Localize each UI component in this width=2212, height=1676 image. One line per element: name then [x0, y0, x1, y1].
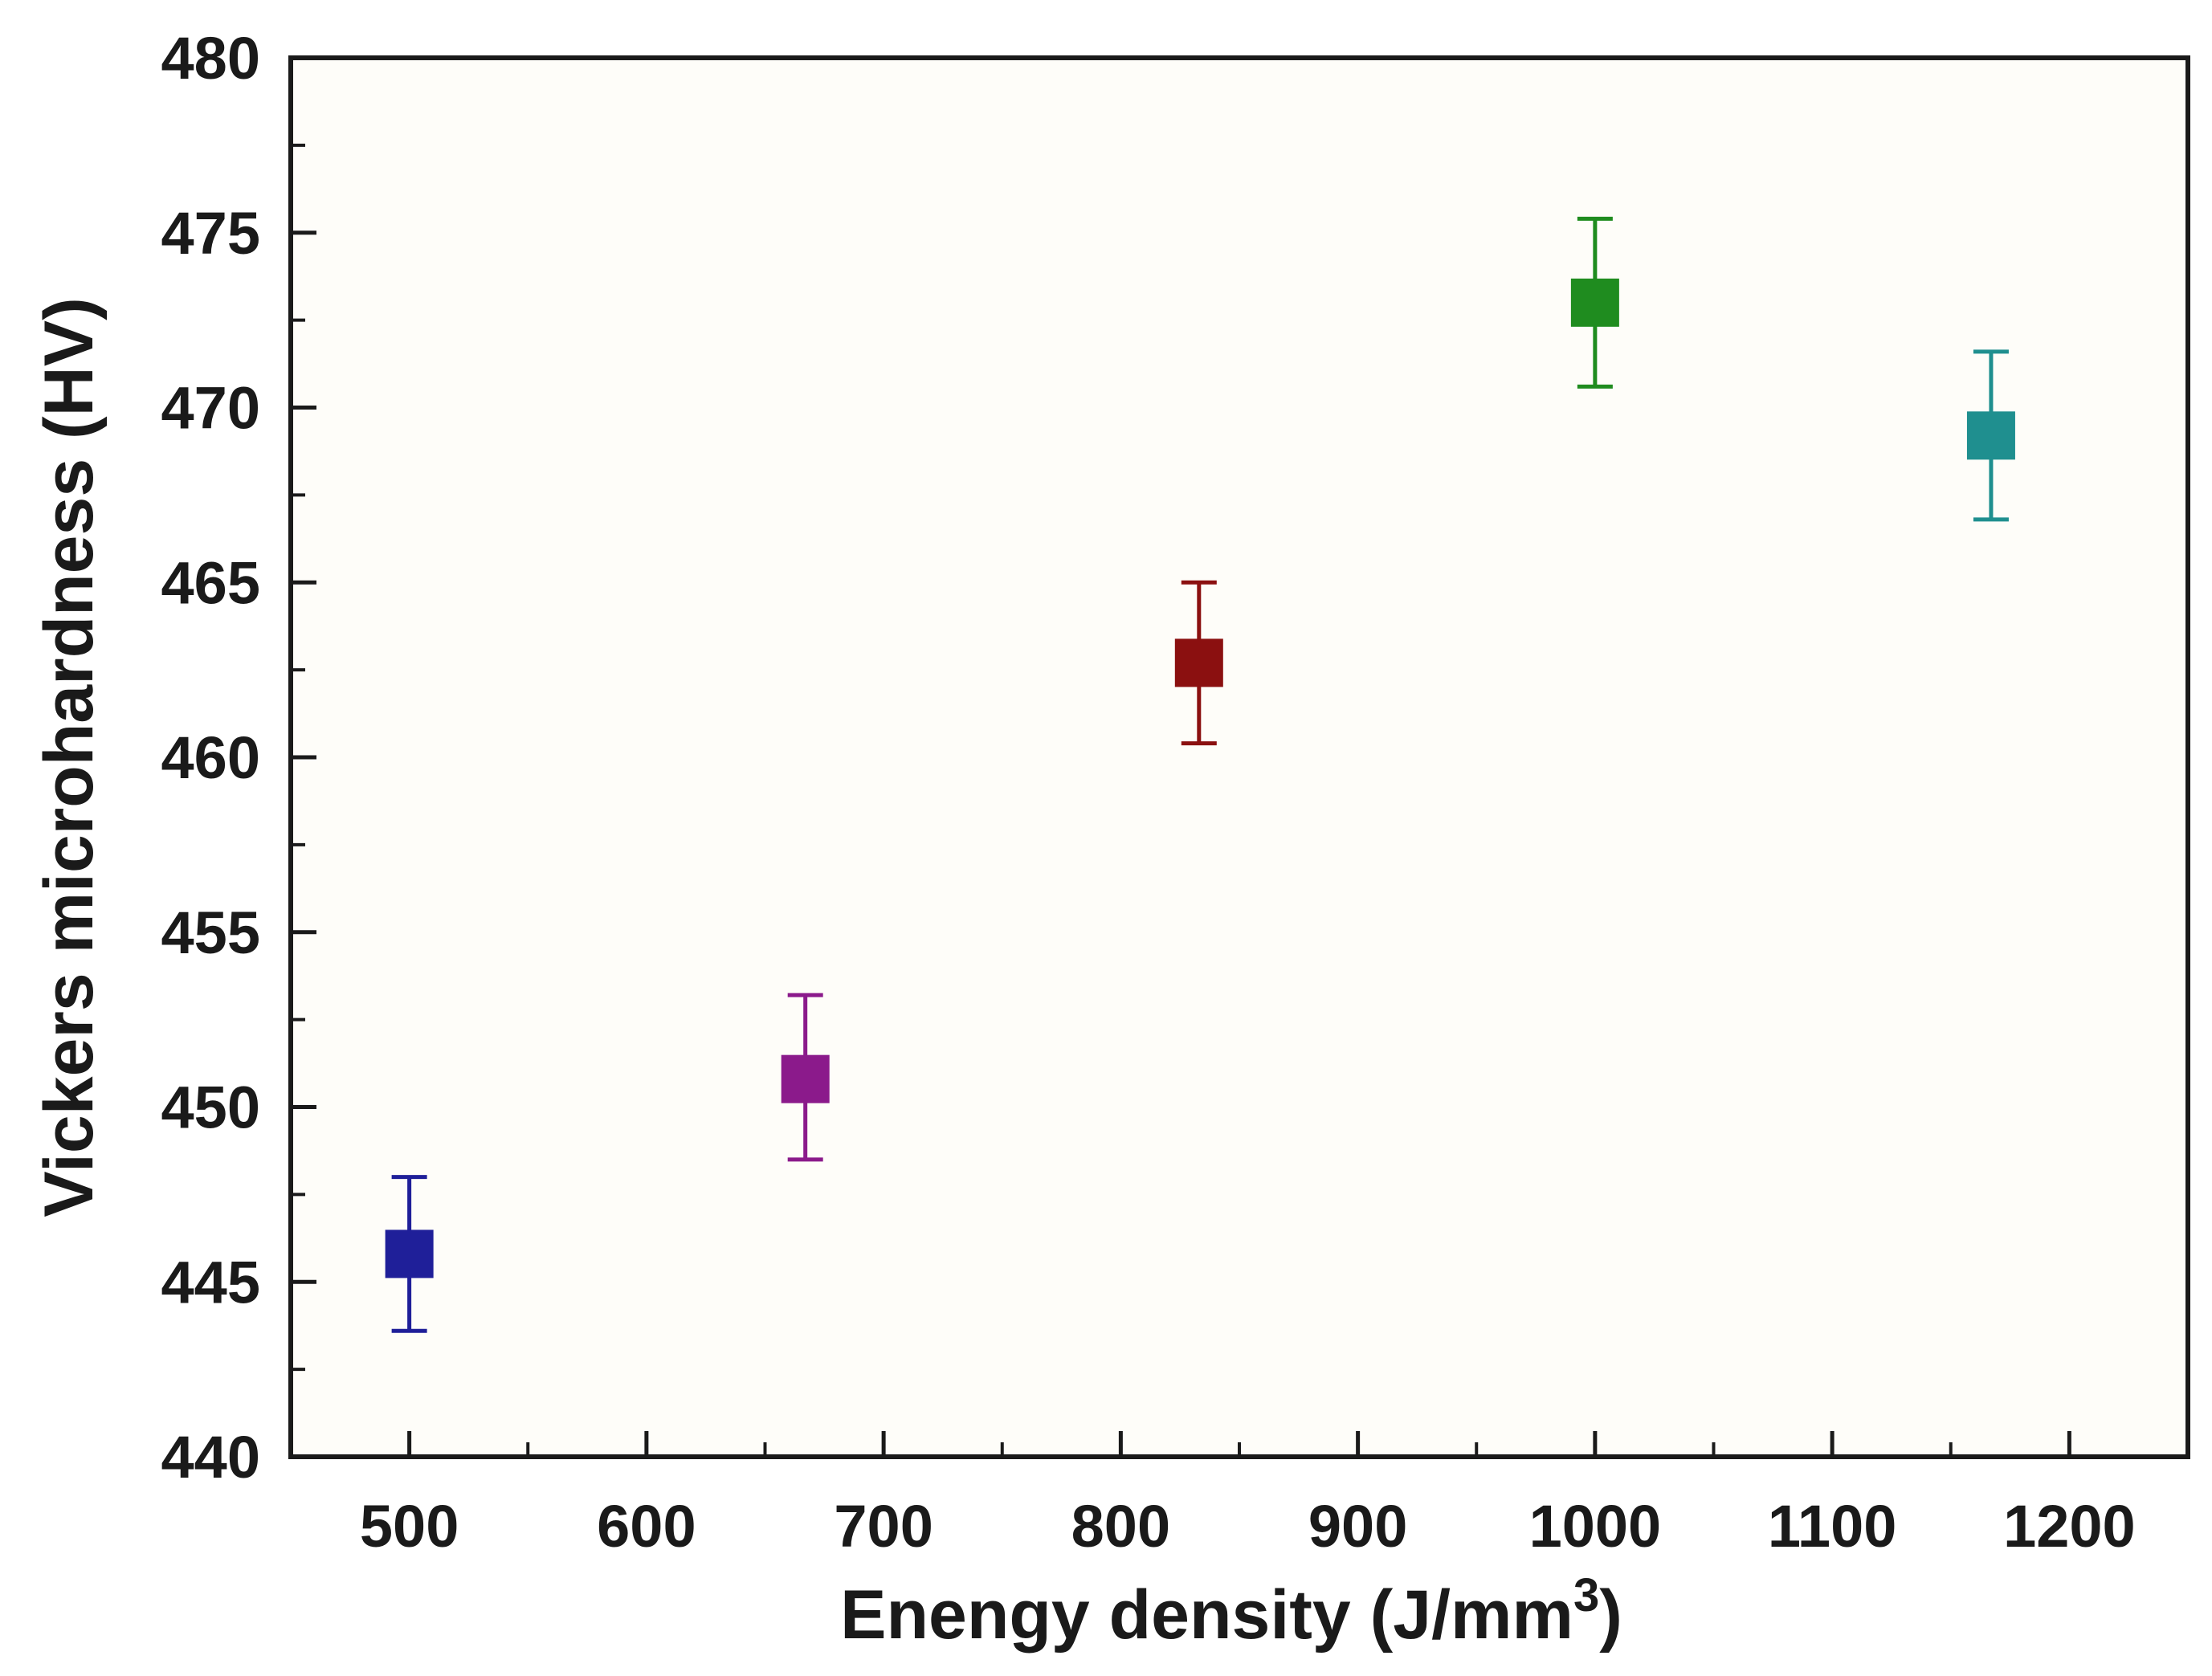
data-point-marker: [781, 1054, 830, 1103]
x-axis-title-main: Enengy density (J/mm: [840, 1576, 1573, 1654]
data-point-group: [385, 1175, 434, 1333]
marks-layer: [385, 216, 2015, 1333]
x-tick-label: 900: [1308, 1493, 1407, 1560]
x-tick-label: 800: [1071, 1493, 1170, 1560]
y-tick-label: 470: [161, 375, 260, 442]
ticks-layer: [291, 55, 2071, 1459]
x-axis-title-superscript: 3: [1573, 1569, 1599, 1621]
data-point-group: [781, 993, 830, 1162]
data-point-marker: [385, 1229, 434, 1278]
y-tick-label: 480: [161, 25, 260, 92]
x-tick-label: 1200: [2003, 1493, 2136, 1560]
x-tick-label: 1000: [1529, 1493, 1662, 1560]
x-tick-label: 700: [834, 1493, 933, 1560]
x-axis-title-suffix: ): [1599, 1576, 1622, 1654]
data-point-group: [1570, 216, 1619, 389]
y-axis-title: Vickers microhardness (HV): [31, 297, 108, 1217]
x-tick-label: 1100: [1768, 1493, 1897, 1560]
y-tick-label: 475: [161, 200, 260, 267]
y-tick-label: 455: [161, 899, 260, 966]
data-point-marker: [1966, 411, 2015, 460]
y-tick-label: 465: [161, 549, 260, 616]
x-tick-label: 600: [597, 1493, 696, 1560]
plot-frame: [288, 55, 2190, 1459]
data-point-group: [1174, 580, 1223, 746]
y-tick-label: 460: [161, 724, 260, 791]
data-point-marker: [1174, 638, 1223, 687]
y-tick-label: 445: [161, 1249, 260, 1315]
data-point-group: [1966, 349, 2015, 522]
data-point-marker: [1570, 278, 1619, 327]
y-tick-label: 440: [161, 1424, 260, 1490]
labels-layer: 500 600 700 800 900 1000 1100 1200 440 445 450 455 4…: [161, 25, 2136, 1560]
x-axis-title: Enengy density (J/mm3): [840, 1569, 1622, 1654]
y-tick-label: 450: [161, 1075, 260, 1141]
x-tick-label: 500: [360, 1493, 459, 1560]
